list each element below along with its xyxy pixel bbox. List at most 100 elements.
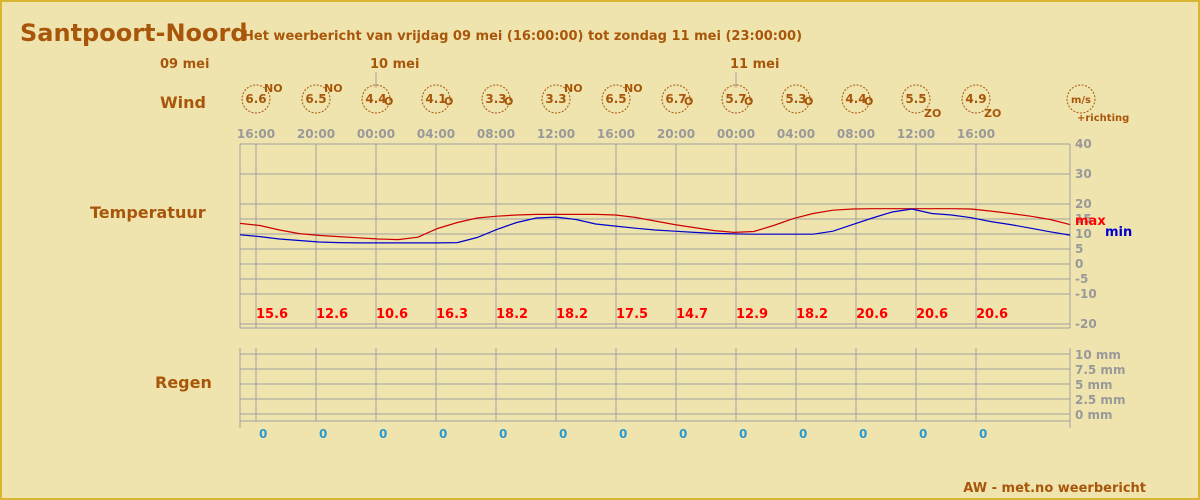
footer-credit: AW - met.no weerbericht [963,481,1146,496]
max-temperature-line [239,208,1071,241]
wind-speed: 4.4 [365,92,386,106]
temperature-row-label: Temperatuur [90,203,206,222]
wind-speed: 3.3 [545,92,566,106]
time-label: 12:00 [897,127,935,141]
time-label: 12:00 [537,127,575,141]
date-label: 10 mei [370,57,419,72]
wind-direction: O [864,95,873,108]
rain-value: 0 [859,427,867,441]
rain-value: 0 [739,427,747,441]
time-labels: 16:00 20:00 00:00 04:00 08:00 12:00 16:00 20:00… [237,127,995,141]
wind-direction: ZO [984,107,1001,120]
wind-speed: 3.3 [485,92,506,106]
wind-direction: ZO [924,107,941,120]
rain-grid: 10 mm7.5 mm5 mm2.5 mm0 mm 0 0 0 0 0 0 0 0 0 0 0 0 0 [239,348,1125,441]
time-label: 00:00 [357,127,395,141]
wind-direction: O [504,95,513,108]
max-legend: max [1075,214,1106,229]
max-temperature-value: 20.6 [916,307,948,322]
max-temperature-value: 12.9 [736,307,768,322]
wind-speed: 6.5 [305,92,326,106]
temperature-tick-label: -10 [1075,287,1097,301]
rain-value: 0 [979,427,987,441]
wind-direction-label: +richting [1077,113,1129,124]
temperature-tick-label: 0 [1075,257,1083,271]
wind-direction: O [804,95,813,108]
temperature-tick-label: 40 [1075,137,1092,151]
wind-circle [961,84,991,114]
rain-value: 0 [319,427,327,441]
wind-direction: O [684,95,693,108]
wind-direction: O [744,95,753,108]
time-label: 20:00 [297,127,335,141]
max-temperature-value: 12.6 [316,307,348,322]
wind-circle [601,84,631,114]
max-temperature-value: 17.5 [616,307,648,322]
max-temperature-labels: 15.6 12.6 10.6 16.3 18.2 18.2 17.5 14.7 12.9 18.2… [256,307,1008,322]
temperature-tick-label: 20 [1075,197,1092,211]
time-label: 16:00 [237,127,275,141]
max-temperature-value: 14.7 [676,307,708,322]
temperature-lines [239,208,1071,244]
rain-value: 0 [799,427,807,441]
wind-direction: O [384,95,393,108]
rain-tick-label: 2.5 mm [1075,393,1125,407]
page-subtitle: Het weerbericht van vrijdag 09 mei (16:0… [243,29,802,44]
rain-value: 0 [499,427,507,441]
temperature-tick-label: 10 [1075,227,1092,241]
wind-circle [361,84,391,114]
wind-unit-circle [1066,84,1096,114]
wind-circle [841,84,871,114]
wind-speed: 4.4 [845,92,866,106]
max-temperature-value: 18.2 [496,307,528,322]
temperature-tick-label: -5 [1075,272,1088,286]
date-labels: 09 mei 10 mei 11 mei [160,57,779,88]
rain-value: 0 [679,427,687,441]
max-temperature-value: 20.6 [976,307,1008,322]
wind-direction: NO [564,82,583,95]
max-temperature-value: 18.2 [796,307,828,322]
wind-speed: 4.1 [425,92,446,106]
rain-value: 0 [379,427,387,441]
wind-circle [481,84,511,114]
wind-circle [661,84,691,114]
wind-speed: 6.7 [665,92,686,106]
temperature-tick-label: 15 [1075,212,1092,226]
min-legend: min [1105,225,1132,240]
time-label: 08:00 [837,127,875,141]
max-temperature-value: 20.6 [856,307,888,322]
max-temperature-value: 18.2 [556,307,588,322]
max-temperature-value: 10.6 [376,307,408,322]
wind-speed: 5.7 [725,92,746,106]
wind-direction: O [444,95,453,108]
wind-speed: 6.5 [605,92,626,106]
rain-tick-label: 0 mm [1075,408,1113,422]
rain-value: 0 [559,427,567,441]
wind-circle [901,84,931,114]
rain-tick-label: 10 mm [1075,348,1121,362]
wind-speed: 4.9 [965,92,986,106]
wind-speed: 5.5 [905,92,926,106]
wind-circle [721,84,751,114]
wind-direction: NO [324,82,343,95]
time-label: 00:00 [717,127,755,141]
rain-tick-label: 7.5 mm [1075,363,1125,377]
wind-circle [781,84,811,114]
temperature-tick-label: 30 [1075,167,1092,181]
temperature-tick-label: 5 [1075,242,1083,256]
min-temperature-line [239,208,1071,244]
date-label: 09 mei [160,57,209,72]
wind-circle [421,84,451,114]
wind-unit-label: m/s [1071,95,1091,106]
rain-row-label: Regen [155,373,212,392]
wind-direction: NO [624,82,643,95]
rain-value: 0 [259,427,267,441]
wind-circle [541,84,571,114]
temperature-tick-label: -20 [1075,317,1097,331]
page-title: Santpoort-Noord [20,19,248,47]
wind-speed: 6.6 [245,92,266,106]
